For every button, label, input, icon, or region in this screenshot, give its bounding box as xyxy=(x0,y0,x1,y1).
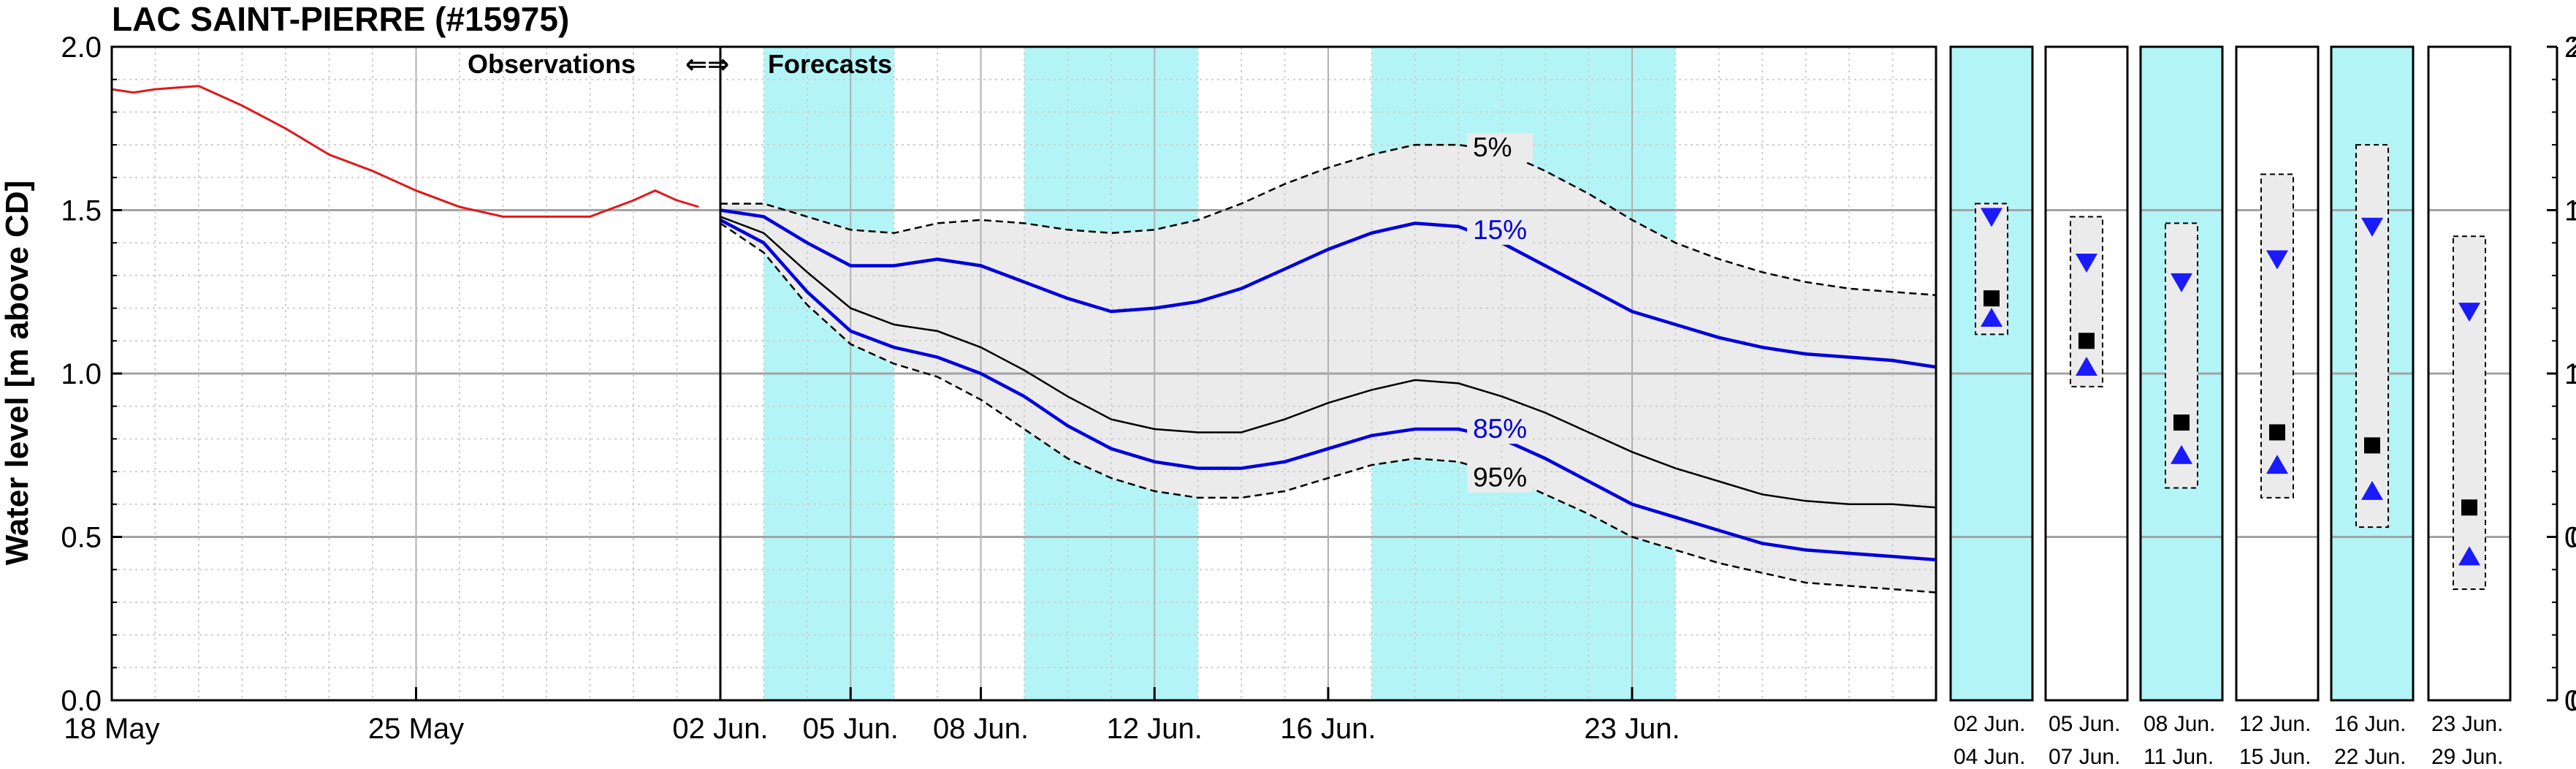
period-upper-marker xyxy=(1981,208,2003,227)
y-tick-label: 0.5 xyxy=(61,522,102,554)
period-range-box xyxy=(2355,144,2389,529)
series-median-line xyxy=(720,216,1937,509)
y-tick-label: 1.5 xyxy=(2570,195,2576,227)
right-y-tick-label: 2.0 xyxy=(2564,31,2576,64)
data-series: 5% 15% 85% 95% xyxy=(111,85,1937,594)
x-tick-label: 05 Jun. xyxy=(803,713,899,745)
period-lower-marker xyxy=(2458,546,2480,566)
period-upper-marker xyxy=(2458,303,2480,322)
series-95pct-label: 95% xyxy=(1473,463,1527,493)
period-label-start: 23 Jun. xyxy=(2431,712,2503,736)
x-tick-label: 02 Jun. xyxy=(672,713,768,745)
axis-labels: 0.0 0.5 1.0 1.5 2.0 18 May 25 May 02 Jun. 05 Jun… xyxy=(61,31,2576,769)
y-tick-label: 1.5 xyxy=(61,195,102,227)
period-upper-marker xyxy=(2361,217,2383,237)
x-tick-label: 23 Jun. xyxy=(1584,713,1680,745)
right-y-tick-label: 0.5 xyxy=(2564,522,2576,554)
period-label-end: 15 Jun. xyxy=(2239,745,2311,769)
period-label-end: 07 Jun. xyxy=(2049,745,2120,769)
period-lower-marker xyxy=(1981,308,2003,327)
period-label-end: 22 Jun. xyxy=(2334,745,2406,769)
direction-arrows: ⇐⇒ xyxy=(685,49,729,79)
axes-frames xyxy=(110,45,2558,702)
series-5pct-line xyxy=(720,143,1937,296)
series-95pct-line xyxy=(720,222,1937,594)
period-median-marker xyxy=(2173,414,2190,431)
forecasts-label: Forecasts xyxy=(768,49,892,79)
period-range-box xyxy=(2453,235,2486,591)
series-85pct-label: 85% xyxy=(1473,414,1527,444)
period-label-start: 02 Jun. xyxy=(1954,712,2025,736)
chart-title: LAC SAINT-PIERRE (#15975) xyxy=(112,0,569,38)
period-label-start: 16 Jun. xyxy=(2334,712,2406,736)
y-tick-label: 1.0 xyxy=(61,358,102,390)
period-upper-marker xyxy=(2171,273,2192,292)
right-y-tick-label: 0.0 xyxy=(2564,685,2576,717)
right-y-tick-label: 1.0 xyxy=(2564,358,2576,390)
series-95pct-label-bg xyxy=(1467,463,1533,493)
observations-label: Observations xyxy=(468,49,636,79)
observed-water-level-line xyxy=(111,85,699,218)
x-tick-label: 12 Jun. xyxy=(1107,713,1203,745)
x-tick-label: 25 May xyxy=(368,713,464,745)
series-15pct-label-bg xyxy=(1467,215,1533,245)
series-85pct-label-bg xyxy=(1467,414,1533,444)
period-lower-marker xyxy=(2361,480,2383,500)
series-5pct-label-bg xyxy=(1467,133,1533,163)
series-15pct-line xyxy=(720,208,1937,369)
series-15pct-label: 15% xyxy=(1473,215,1527,245)
right-y-tick-label: 1.5 xyxy=(2564,195,2576,227)
period-frame xyxy=(2139,45,2224,702)
y-tick-label: 2.0 xyxy=(2570,31,2576,64)
y-axis-label: Water level [m above CD] xyxy=(0,181,35,566)
obs-forecast-annotation: Observations ⇐⇒ Forecasts xyxy=(468,49,892,79)
period-range-box xyxy=(2165,222,2198,489)
period-frame xyxy=(2427,45,2512,702)
period-median-marker xyxy=(2364,437,2380,454)
y-tick-label: 0.0 xyxy=(2570,685,2576,717)
y-tick-label: 1.0 xyxy=(2570,358,2576,390)
period-frame xyxy=(2044,45,2129,702)
y-tick-label: 2.0 xyxy=(61,31,102,64)
x-tick-label: 16 Jun. xyxy=(1280,713,1376,745)
period-upper-marker xyxy=(2266,250,2288,270)
period-lower-marker xyxy=(2266,455,2288,474)
period-label-start: 08 Jun. xyxy=(2144,712,2215,736)
period-frame xyxy=(2235,45,2320,702)
period-lower-marker xyxy=(2076,357,2097,376)
period-upper-marker xyxy=(2076,254,2097,273)
y-tick-label: 0.5 xyxy=(2570,522,2576,554)
period-median-marker xyxy=(1984,290,2000,307)
period-median-marker xyxy=(2461,499,2477,516)
x-tick-label: 18 May xyxy=(64,713,159,745)
period-label-end: 29 Jun. xyxy=(2431,745,2503,769)
period-median-marker xyxy=(2078,333,2095,349)
period-lower-marker xyxy=(2171,444,2192,464)
period-label-end: 11 Jun. xyxy=(2144,745,2214,769)
series-85pct-line xyxy=(719,218,1937,562)
series-5pct-label: 5% xyxy=(1473,132,1512,162)
x-tick-label: 08 Jun. xyxy=(933,713,1029,745)
period-median-marker xyxy=(2269,424,2285,441)
period-range-box xyxy=(2260,173,2294,499)
period-frame xyxy=(1949,45,2034,702)
grid-lines xyxy=(112,47,1936,700)
period-frame xyxy=(2330,45,2415,702)
y-tick-label: 0.0 xyxy=(61,685,102,717)
period-label-start: 05 Jun. xyxy=(2049,712,2120,736)
period-label-end: 04 Jun. xyxy=(1954,745,2025,769)
period-label-start: 12 Jun. xyxy=(2239,712,2311,736)
period-panels xyxy=(1951,47,2510,700)
